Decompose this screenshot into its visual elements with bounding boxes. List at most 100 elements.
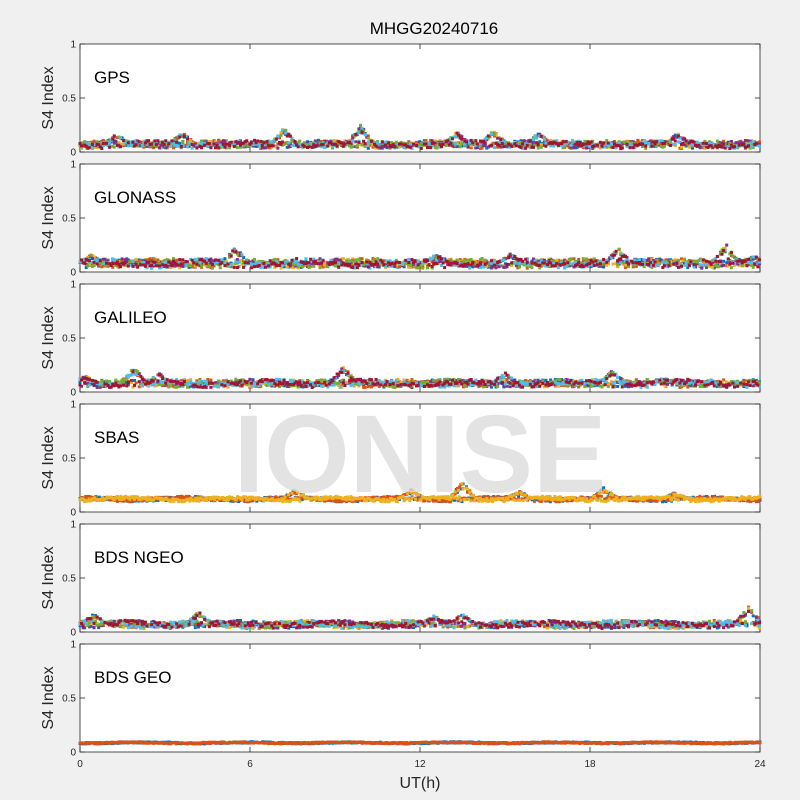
s4-point (84, 266, 88, 270)
s4-point (167, 265, 171, 269)
s4-point (695, 142, 699, 146)
s4-point (430, 257, 434, 261)
s4-point (78, 143, 82, 147)
s4-point (658, 143, 662, 147)
s4-point (100, 147, 104, 151)
s4-point (204, 264, 208, 268)
s4-point (661, 141, 665, 145)
s4-point (291, 258, 295, 262)
s4-point (644, 262, 648, 266)
s4-point (323, 139, 327, 143)
s4-point (243, 261, 247, 265)
s4-point (335, 257, 339, 261)
s4-point (469, 138, 473, 142)
s4-point (708, 140, 712, 144)
s4-point (519, 141, 523, 145)
s4-point (293, 260, 297, 264)
s4-point (246, 144, 250, 148)
s4-point (659, 145, 663, 149)
s4-point (394, 264, 398, 268)
s4-point (136, 265, 140, 269)
s4-point (134, 262, 138, 266)
s4-point (500, 145, 504, 149)
s4-point (592, 257, 596, 261)
s4-point (489, 132, 493, 136)
s4-point (491, 264, 495, 268)
s4-point (279, 260, 283, 264)
s4-point (181, 378, 185, 382)
s4-point (734, 143, 738, 147)
s4-point (362, 260, 366, 264)
s4-point (190, 143, 194, 147)
s4-point (426, 379, 430, 383)
s4-point (446, 262, 450, 266)
s4-point (321, 142, 325, 146)
s4-point (365, 260, 369, 264)
s4-point (505, 145, 509, 149)
s4-point (516, 143, 520, 147)
s4-point (419, 264, 423, 268)
s4-point (153, 141, 157, 145)
s4-point (184, 143, 188, 147)
s4-point (578, 141, 582, 145)
s4-point (148, 261, 152, 265)
s4-point (455, 262, 459, 266)
s4-point (224, 264, 228, 268)
s4-point (647, 257, 651, 261)
s4-point (441, 261, 445, 265)
s4-point (483, 262, 487, 266)
s4-point (184, 259, 188, 263)
s4-point (686, 142, 690, 146)
s4-point (396, 265, 400, 269)
s4-point (443, 139, 447, 143)
s4-point (706, 145, 710, 149)
s4-point (482, 139, 486, 143)
s4-point (156, 258, 160, 262)
s4-point (115, 260, 119, 264)
s4-point (617, 140, 621, 144)
s4-point (676, 258, 680, 262)
s4-point (438, 143, 442, 147)
s4-point (546, 140, 549, 144)
s4-point (220, 141, 224, 145)
s4-point (150, 263, 154, 267)
s4-point (288, 264, 292, 268)
s4-point (284, 141, 288, 145)
s4-point (542, 137, 546, 141)
s4-point (126, 144, 130, 148)
s4-point (285, 145, 289, 149)
s4-point (402, 143, 406, 147)
s4-point (698, 263, 702, 267)
s4-point (725, 145, 729, 149)
s4-point (268, 146, 272, 150)
s4-point (277, 136, 281, 140)
s4-point (304, 257, 308, 261)
s4-point (401, 141, 405, 145)
s4-point (491, 142, 495, 146)
s4-point (510, 261, 514, 265)
s4-point (443, 141, 447, 145)
s4-point (664, 380, 668, 384)
s4-point (122, 377, 126, 381)
s4-point (658, 259, 662, 263)
s4-point (337, 265, 341, 269)
s4-point (123, 258, 127, 262)
s4-point (198, 144, 202, 148)
s4-point (650, 257, 654, 261)
s4-point (502, 258, 506, 262)
s4-point (410, 145, 414, 149)
s4-point (164, 260, 168, 264)
s4-point (447, 141, 451, 145)
s4-point (359, 263, 362, 267)
s4-point (190, 258, 194, 262)
s4-point (366, 385, 370, 389)
s4-point (528, 264, 532, 268)
s4-point (653, 144, 657, 148)
s4-point (408, 263, 412, 267)
s4-point (466, 258, 470, 262)
s4-point (466, 264, 470, 268)
s4-point (394, 258, 398, 262)
s4-point (172, 259, 175, 263)
s4-point (259, 266, 263, 270)
s4-point (521, 142, 525, 146)
